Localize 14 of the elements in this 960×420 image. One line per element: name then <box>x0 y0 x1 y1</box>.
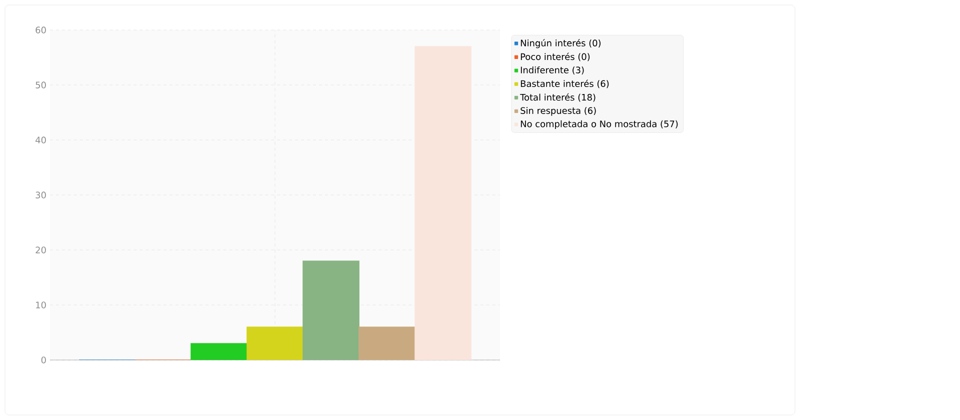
y-tick-label: 20 <box>36 246 46 254</box>
legend-label: No completada o No mostrada (57) <box>520 120 678 129</box>
legend-label: Total interés (18) <box>520 93 596 102</box>
y-tick-label: 50 <box>36 82 46 88</box>
y-tick-label: 0 <box>41 356 46 364</box>
y-tick-label: 30 <box>36 192 46 198</box>
legend-label: Poco interés (0) <box>520 52 590 62</box>
legend-label: Ningún interés (0) <box>520 39 601 48</box>
y-tick-label: 10 <box>36 302 46 308</box>
y-tick-label: 40 <box>36 136 46 144</box>
legend-label: Bastante interés (6) <box>520 80 609 88</box>
y-tick-label: 60 <box>36 26 46 34</box>
legend-label: Indiferente (3) <box>520 66 584 74</box>
legend-label: Sin respuesta (6) <box>520 107 596 116</box>
